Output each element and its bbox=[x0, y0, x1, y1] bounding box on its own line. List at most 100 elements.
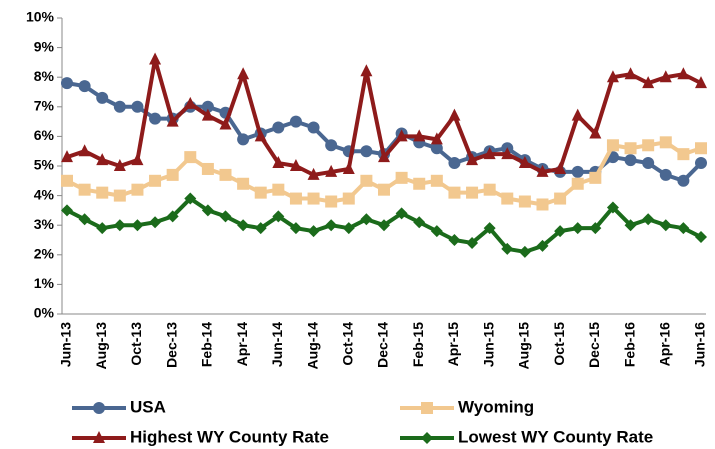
data-point bbox=[501, 192, 514, 205]
data-point bbox=[413, 129, 426, 142]
x-tick-label: Aug-15 bbox=[516, 322, 532, 370]
data-point bbox=[483, 222, 496, 235]
y-tick-label: 5% bbox=[34, 157, 55, 173]
data-point bbox=[413, 216, 426, 229]
data-point bbox=[695, 142, 707, 155]
data-point bbox=[131, 219, 144, 232]
data-point bbox=[149, 52, 162, 65]
data-point bbox=[395, 207, 408, 220]
data-point bbox=[149, 216, 162, 229]
data-point bbox=[219, 117, 232, 130]
y-tick-label: 7% bbox=[34, 98, 55, 114]
legend-label: Lowest WY County Rate bbox=[458, 427, 653, 446]
data-point bbox=[78, 144, 91, 157]
data-point bbox=[61, 174, 73, 187]
data-point bbox=[624, 142, 637, 155]
data-point bbox=[536, 198, 549, 211]
data-point bbox=[237, 67, 250, 80]
data-point bbox=[254, 222, 267, 235]
x-tick-label: Apr-15 bbox=[445, 322, 461, 367]
data-point bbox=[430, 225, 443, 238]
legend-marker bbox=[93, 402, 105, 414]
data-point bbox=[272, 183, 285, 196]
data-point bbox=[536, 164, 549, 177]
data-point bbox=[237, 133, 250, 146]
legend-marker bbox=[421, 402, 433, 414]
data-point bbox=[360, 64, 373, 77]
data-point bbox=[307, 225, 320, 238]
data-point bbox=[96, 186, 109, 199]
data-point bbox=[289, 159, 302, 171]
data-point bbox=[201, 108, 214, 121]
data-point bbox=[501, 147, 514, 160]
x-tick-label: Apr-16 bbox=[656, 322, 672, 367]
data-point bbox=[677, 148, 690, 161]
data-point bbox=[201, 100, 214, 113]
data-point bbox=[113, 100, 126, 113]
x-tick-label: Aug-14 bbox=[304, 322, 320, 370]
data-point bbox=[624, 67, 637, 80]
data-point bbox=[219, 168, 232, 181]
data-point bbox=[342, 192, 355, 205]
data-point bbox=[430, 142, 443, 155]
data-point bbox=[131, 183, 144, 196]
data-point bbox=[695, 231, 707, 244]
y-tick-label: 9% bbox=[34, 38, 55, 54]
data-point bbox=[466, 236, 479, 249]
data-point bbox=[378, 183, 390, 196]
data-point bbox=[571, 108, 584, 121]
data-point bbox=[695, 76, 707, 89]
data-point bbox=[677, 222, 690, 235]
y-tick-label: 10% bbox=[26, 9, 55, 25]
data-point bbox=[78, 183, 91, 196]
data-point bbox=[166, 168, 179, 181]
data-point bbox=[360, 174, 373, 187]
data-point bbox=[606, 70, 619, 83]
data-point bbox=[659, 70, 672, 83]
data-point bbox=[184, 96, 197, 109]
data-point bbox=[659, 136, 672, 149]
data-point bbox=[289, 192, 302, 205]
data-point bbox=[342, 222, 355, 235]
data-point bbox=[518, 156, 531, 169]
data-point bbox=[149, 112, 162, 125]
data-point bbox=[466, 186, 479, 199]
data-point bbox=[184, 192, 197, 205]
data-point bbox=[96, 222, 109, 235]
y-tick-label: 0% bbox=[34, 305, 55, 321]
x-tick-label: Apr-14 bbox=[234, 322, 250, 367]
data-point bbox=[307, 121, 320, 134]
data-point bbox=[166, 114, 179, 127]
legend-marker bbox=[421, 432, 433, 444]
legend-label: USA bbox=[130, 397, 166, 416]
data-point bbox=[96, 153, 109, 166]
x-tick-label: Dec-14 bbox=[375, 322, 391, 368]
data-point bbox=[554, 161, 567, 174]
data-point bbox=[166, 210, 179, 223]
data-point bbox=[289, 115, 302, 128]
data-point bbox=[448, 108, 461, 121]
data-point bbox=[342, 161, 355, 174]
data-point bbox=[642, 139, 655, 152]
data-point bbox=[237, 177, 250, 190]
data-point bbox=[589, 126, 602, 139]
data-point bbox=[571, 222, 584, 235]
data-point bbox=[554, 192, 567, 205]
data-point bbox=[149, 174, 162, 187]
data-point bbox=[536, 239, 549, 252]
data-point bbox=[695, 157, 707, 170]
data-point bbox=[113, 159, 126, 171]
data-point bbox=[518, 195, 531, 208]
x-tick-label: Jun-13 bbox=[58, 322, 74, 367]
x-tick-label: Feb-16 bbox=[621, 322, 637, 367]
data-point bbox=[571, 177, 584, 190]
data-point bbox=[113, 189, 126, 202]
data-point bbox=[659, 219, 672, 232]
data-point bbox=[61, 77, 73, 90]
data-point bbox=[448, 157, 461, 170]
x-tick-label: Jun-14 bbox=[269, 322, 285, 367]
data-point bbox=[606, 201, 619, 214]
data-point bbox=[430, 132, 443, 145]
data-point bbox=[254, 129, 267, 142]
